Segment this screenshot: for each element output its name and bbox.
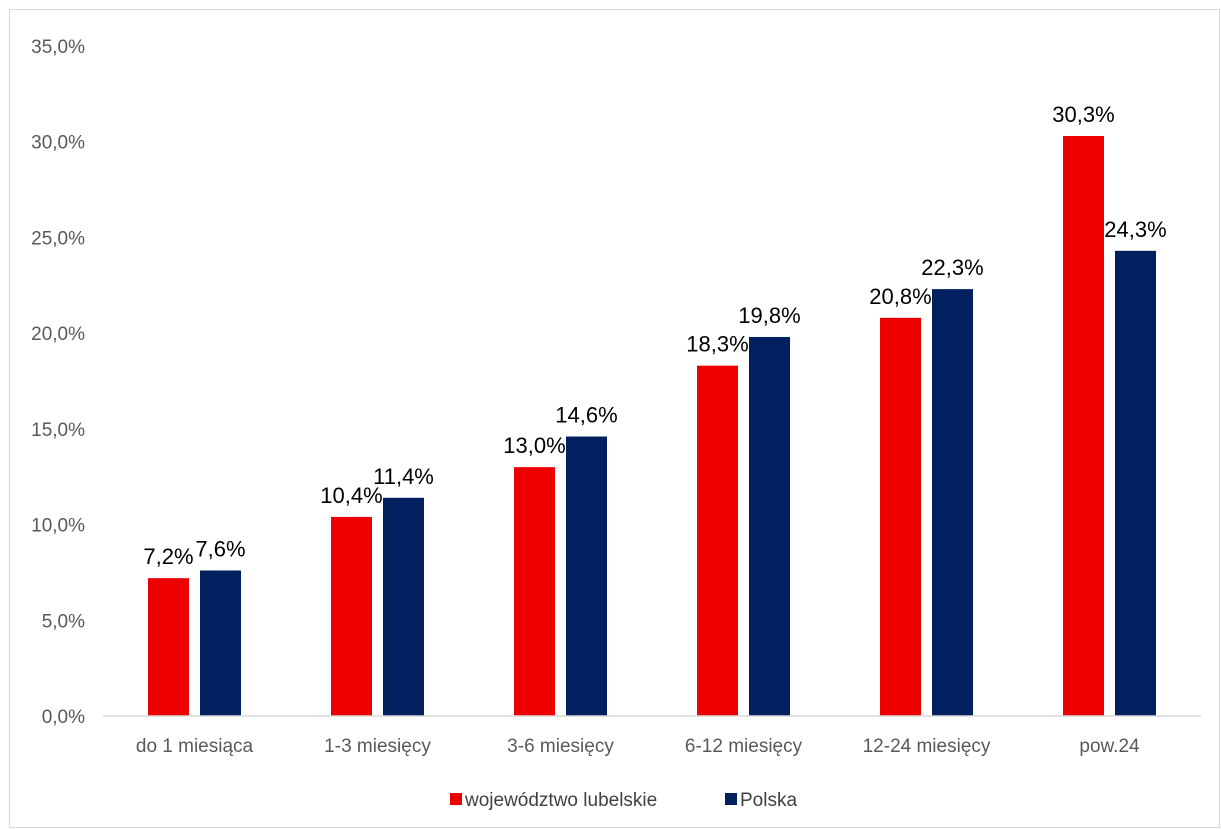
y-tick-label: 35,0% [31,37,85,58]
bar-lubelskie [148,578,189,716]
y-tick-label: 30,0% [31,133,85,154]
bar-polska [932,289,973,716]
bar-polska [200,570,241,716]
bar-lubelskie [331,516,372,716]
data-label: 22,3% [921,255,983,280]
data-label: 7,6% [195,537,245,562]
data-label: 10,4% [320,483,382,508]
data-label: 20,8% [869,284,931,309]
bar-polska [1115,250,1156,717]
data-label: 14,6% [555,403,617,428]
bar-chart: 0,0% 5,0% 10,0% 15,0% 20,0% 25,0% 30,0% 35,0% 7… [31,37,1201,811]
legend-swatch-lubelskie [450,793,462,805]
y-tick-label: 0,0% [42,707,85,728]
legend: województwo lubelskie Polska [450,790,797,811]
bar-polska [749,336,790,716]
y-tick-label: 20,0% [31,324,85,345]
data-labels: 7,2% 7,6% 10,4%11,4% 13,0% 14,6% 18,3% 19,8% 20… [143,102,1166,569]
bar-polska [383,497,424,716]
legend-label-lubelskie: województwo lubelskie [464,790,657,811]
x-axis: do 1 miesiąca 1-3 miesięcy 3-6 miesięcy 6-1… [136,736,1140,757]
bar-polska [566,436,607,716]
data-label: 19,8% [738,303,800,328]
legend-swatch-polska [725,793,737,805]
x-tick-label: do 1 miesiąca [136,736,254,757]
x-tick-label: pow.24 [1079,736,1140,757]
legend-label-polska: Polska [740,790,797,811]
y-axis: 0,0% 5,0% 10,0% 15,0% 20,0% 25,0% 30,0% 35,0% [31,37,85,728]
data-label: 30,3% [1052,102,1114,127]
y-tick-label: 5,0% [42,611,85,632]
y-tick-label: 15,0% [31,420,85,441]
bar-lubelskie [1063,135,1104,716]
x-tick-label: 6-12 miesięcy [685,736,803,757]
chart-frame: 0,0% 5,0% 10,0% 15,0% 20,0% 25,0% 30,0% 35,0% 7… [9,9,1220,828]
y-tick-label: 10,0% [31,516,85,537]
bars [148,135,1156,717]
bar-lubelskie [880,317,921,716]
bar-lubelskie [514,467,555,716]
x-tick-label: 3-6 miesięcy [507,736,614,757]
bar-lubelskie [697,365,738,716]
data-label: 7,2% [143,544,193,569]
data-label: 24,3% [1104,217,1166,242]
x-tick-label: 12-24 miesięcy [863,736,991,757]
x-tick-label: 1-3 miesięcy [324,736,431,757]
y-tick-label: 25,0% [31,228,85,249]
data-label: 18,3% [686,332,748,357]
data-label: 13,0% [503,433,565,458]
data-label: 11,4% [373,464,434,489]
